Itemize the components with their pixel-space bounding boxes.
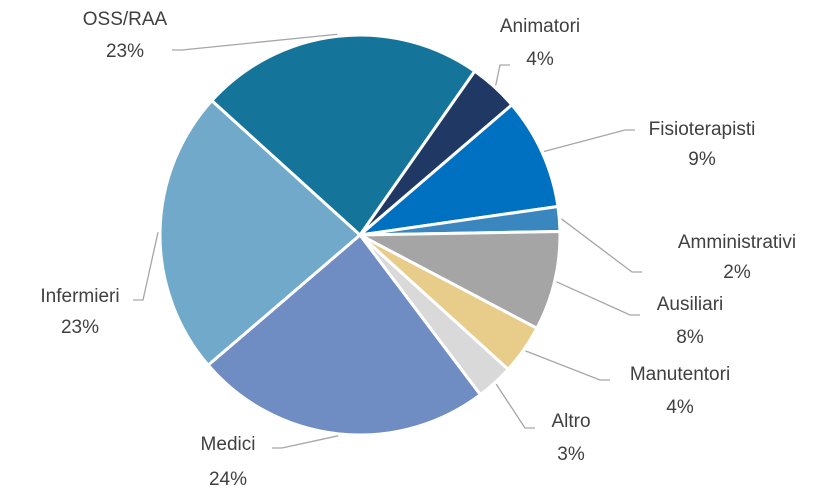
leader-line xyxy=(133,232,159,301)
leader-line xyxy=(495,64,510,86)
slice-value: 24% xyxy=(209,469,247,490)
slice-value: 23% xyxy=(106,41,144,62)
leader-line xyxy=(172,33,338,51)
pie-slice xyxy=(206,232,483,437)
slice-label: Amministrativi xyxy=(678,232,796,253)
slice-label: Medici xyxy=(201,434,256,455)
leader-line xyxy=(556,281,640,316)
leader-line xyxy=(543,129,635,153)
slice-label: Manutentori xyxy=(630,364,730,385)
slice-label: Altro xyxy=(551,411,590,432)
slice-label: Animatori xyxy=(500,16,580,37)
slice-label: Fisioterapisti xyxy=(649,119,756,140)
slice-label: Infermieri xyxy=(40,286,119,307)
slice-label: OSS/RAA xyxy=(83,9,168,30)
slice-value: 4% xyxy=(666,397,694,418)
leader-line xyxy=(272,435,339,449)
slice-value: 23% xyxy=(61,317,99,338)
leader-line xyxy=(525,350,610,381)
pie-slice xyxy=(355,102,560,238)
slice-value: 9% xyxy=(688,149,716,170)
pie-slice xyxy=(359,229,562,331)
pie-slice xyxy=(209,33,477,238)
slice-value: 4% xyxy=(526,49,554,70)
slice-value: 2% xyxy=(723,262,751,283)
leader-line xyxy=(495,383,535,429)
slice-value: 8% xyxy=(676,327,704,348)
slice-label: Ausiliari xyxy=(657,294,724,315)
slice-value: 3% xyxy=(557,444,585,465)
leader-line xyxy=(560,218,642,273)
pie-slice xyxy=(158,98,363,368)
